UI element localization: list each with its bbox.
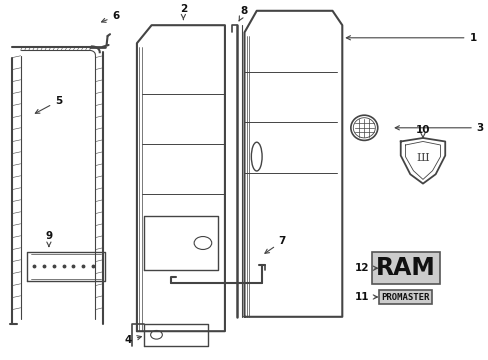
Text: 1: 1 — [346, 33, 476, 43]
Text: Ш: Ш — [416, 153, 428, 163]
Text: 8: 8 — [239, 6, 247, 21]
Text: 9: 9 — [45, 231, 52, 247]
Text: 7: 7 — [264, 236, 285, 253]
Text: 2: 2 — [180, 4, 186, 19]
Text: PROMASTER: PROMASTER — [381, 292, 429, 302]
Text: 6: 6 — [102, 11, 120, 22]
Text: 11: 11 — [354, 292, 377, 302]
Text: RAM: RAM — [375, 256, 435, 280]
Text: 10: 10 — [415, 125, 429, 138]
Text: 5: 5 — [35, 96, 62, 113]
Text: 12: 12 — [354, 263, 377, 273]
Text: 4: 4 — [124, 335, 141, 345]
Text: 3: 3 — [394, 123, 483, 133]
